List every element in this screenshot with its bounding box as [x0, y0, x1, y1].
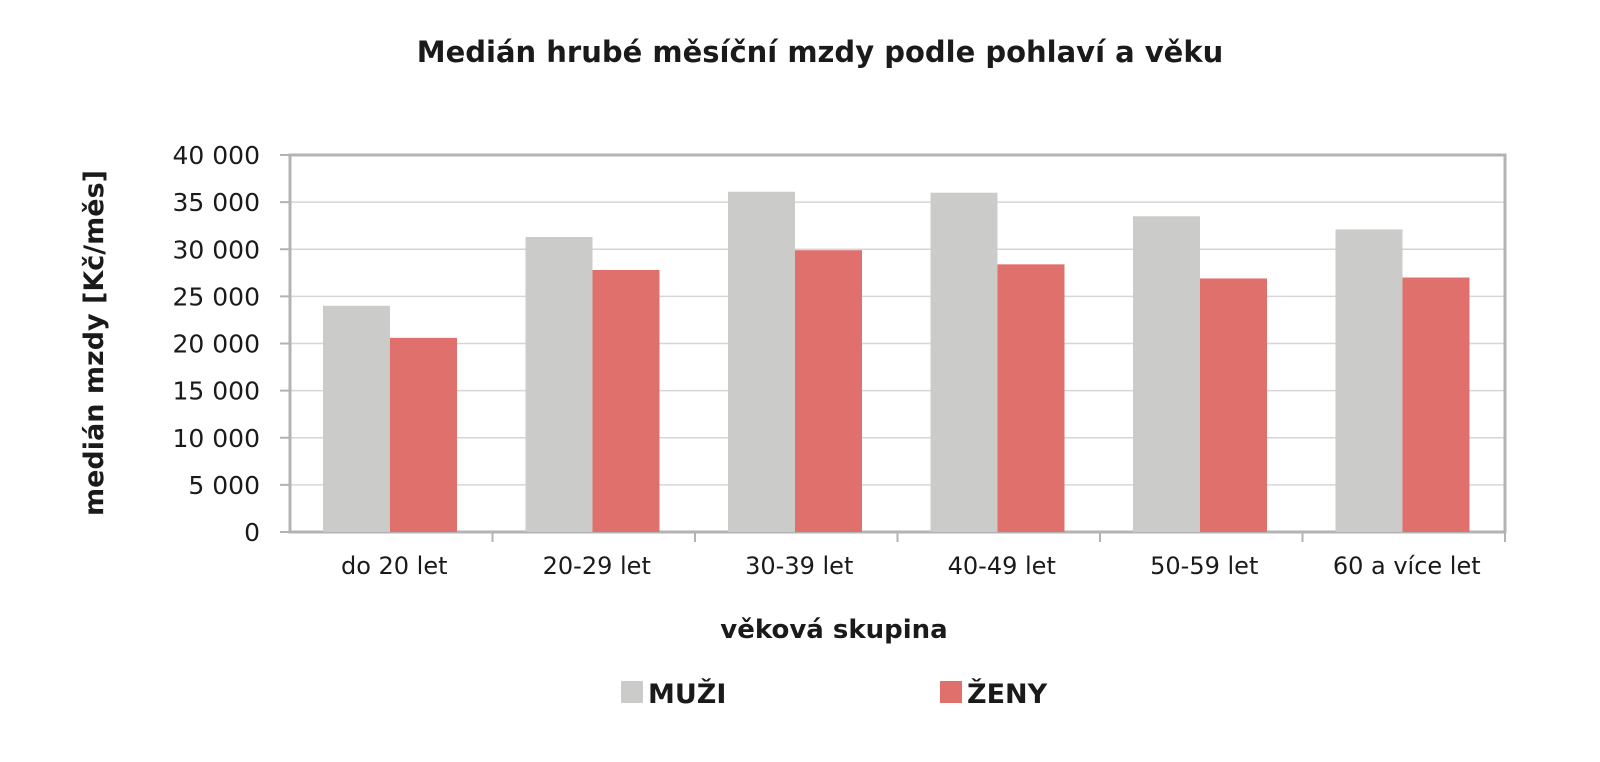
legend: MUŽI ŽENY	[621, 678, 1048, 710]
y-tick-label: 40 000	[173, 141, 260, 170]
category-label: 20-29 let	[543, 552, 651, 580]
bar-zeny	[592, 269, 660, 532]
legend-swatch	[621, 681, 643, 703]
bar-muzi	[525, 236, 593, 532]
bar-zeny	[795, 250, 862, 532]
category-label: do 20 let	[341, 552, 448, 580]
x-axis-label: věková skupina	[720, 615, 947, 645]
category-label: 60 a více let	[1333, 552, 1481, 580]
y-axis-label: medián mzdy [Kč/měs]	[79, 170, 110, 516]
y-tick-label: 35 000	[173, 188, 260, 217]
y-tick-label: 20 000	[173, 330, 260, 359]
gridlines	[280, 154, 1505, 533]
category-label: 50-59 let	[1150, 552, 1258, 580]
bar-muzi	[323, 305, 390, 532]
bar-zeny	[1200, 278, 1267, 532]
legend-swatch	[940, 681, 962, 703]
bar-zeny	[997, 264, 1065, 532]
bars	[323, 191, 1470, 532]
bar-zeny	[390, 337, 457, 532]
y-tick-label: 15 000	[173, 377, 260, 406]
category-labels: do 20 let 20-29 let 30-39 let 40-49 let 50-5…	[341, 532, 1506, 580]
bar-muzi	[728, 191, 795, 532]
y-tick-label: 10 000	[173, 424, 260, 453]
bar-muzi	[1133, 216, 1200, 532]
category-label: 30-39 let	[745, 552, 853, 580]
bar-muzi	[930, 192, 998, 532]
y-tick-labels: 0 5 000 10 000 15 000 20 000 25 000 30 000 35 0…	[173, 141, 260, 547]
y-tick-label: 5 000	[188, 471, 260, 500]
legend-label: ŽENY	[967, 678, 1048, 710]
legend-label: MUŽI	[648, 678, 726, 710]
bar-muzi	[1335, 229, 1403, 532]
y-tick-label: 30 000	[173, 235, 260, 264]
chart-title: Medián hrubé měsíční mzdy podle pohlaví …	[417, 35, 1224, 69]
bar-zeny	[1402, 277, 1470, 532]
y-tick-label: 0	[244, 518, 260, 547]
category-label: 40-49 let	[948, 552, 1056, 580]
y-tick-label: 25 000	[173, 282, 260, 311]
